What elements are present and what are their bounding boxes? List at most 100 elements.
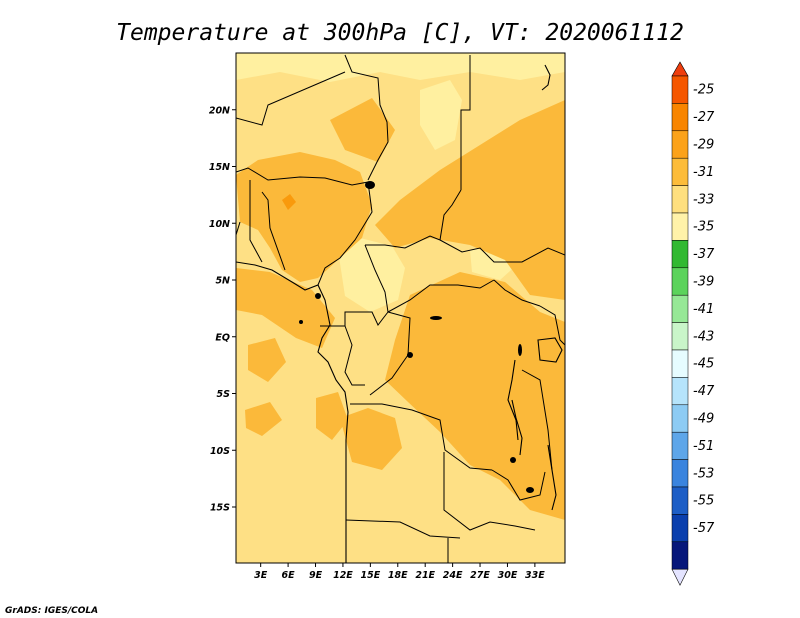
border-cameroon-car xyxy=(364,244,389,313)
legend-label: -27 xyxy=(693,110,715,125)
longitude-axis: 3E 6E 9E 12E 15E 18E 21E 24E 27E 30E 33E xyxy=(254,563,545,581)
plot-title: Temperature at 300hPa [C], VT: 202006111… xyxy=(116,20,684,46)
map-frame xyxy=(235,52,566,564)
border-chad-car xyxy=(365,235,441,249)
coast-lake-malawi xyxy=(547,444,557,511)
lat-tick-label: 15S xyxy=(210,503,230,514)
lon-tick-label: 21E xyxy=(415,570,435,581)
legend-label: -25 xyxy=(693,83,714,98)
lon-tick-label: 12E xyxy=(333,570,353,581)
field-zone-central xyxy=(338,238,405,312)
coastline xyxy=(236,64,563,563)
grads-credit: GrADS: IGES/COLA xyxy=(5,606,98,616)
border-tanzania xyxy=(521,369,553,471)
border-nigeria-cameroon xyxy=(317,181,373,286)
coast-gulf-of-guinea xyxy=(236,261,349,563)
lon-tick-label: 33E xyxy=(525,570,545,581)
legend-label: -47 xyxy=(693,384,715,399)
legend-label: -57 xyxy=(693,521,715,536)
legend-swatch xyxy=(671,267,689,296)
legend-label: -55 xyxy=(693,494,714,509)
legend-swatch xyxy=(671,322,689,351)
border-niger-nigeria xyxy=(236,167,369,186)
latitude-axis: 20N 15N 10N 5N EQ 5S 10S 15S xyxy=(209,105,236,514)
legend-label: -35 xyxy=(693,220,714,235)
legend-swatch xyxy=(671,185,689,214)
lat-tick-label: 10N xyxy=(209,219,230,230)
field-zone-hotspot xyxy=(282,194,296,210)
island-bioko xyxy=(315,293,321,299)
legend-swatch xyxy=(671,294,689,323)
legend-top-arrow xyxy=(671,61,689,77)
legend-label: -49 xyxy=(693,412,714,427)
lake-tumba xyxy=(407,352,413,358)
field-zone-angola xyxy=(340,408,402,470)
border-drc-angola xyxy=(350,403,493,471)
border-drc-zambia xyxy=(491,469,546,501)
legend-swatch xyxy=(671,514,689,543)
lon-tick-label: 27E xyxy=(470,570,490,581)
legend-label: -45 xyxy=(693,357,714,372)
lat-tick-label: 5N xyxy=(215,276,230,287)
border-algeria-libya xyxy=(344,54,389,181)
legend-label: -51 xyxy=(693,439,714,454)
border-niger-mali xyxy=(236,71,346,126)
border-westafrica-3 xyxy=(236,221,241,236)
lake-kivu xyxy=(518,344,522,356)
legend-swatch xyxy=(671,431,689,460)
color-legend: -25 -27 -29 -31 -33 -35 -37 -39 -41 -43 -45 -47 -49 -… xyxy=(671,61,715,586)
lake-bangweulu xyxy=(526,487,534,493)
legend-swatch xyxy=(671,75,689,104)
legend-label: -41 xyxy=(693,302,714,317)
border-chad-sudan xyxy=(439,189,462,241)
coast-east-lakes xyxy=(507,359,519,441)
border-cameroon-gabon xyxy=(320,311,389,327)
coast-lake-victoria xyxy=(537,337,563,363)
legend-swatch xyxy=(671,157,689,186)
lon-tick-label: 3E xyxy=(254,570,268,581)
legend-swatch xyxy=(671,130,689,159)
field-zone-north xyxy=(236,53,565,82)
field-zone-sudan xyxy=(375,100,565,300)
legend-label: -39 xyxy=(693,275,714,290)
legend-label: -43 xyxy=(693,329,714,344)
legend-label: -53 xyxy=(693,466,714,481)
lon-tick-label: 24E xyxy=(443,570,463,581)
legend-swatch xyxy=(671,404,689,433)
lon-tick-label: 30E xyxy=(498,570,518,581)
legend-label: -31 xyxy=(693,165,714,180)
coast-lake-tanganyika xyxy=(511,399,523,456)
border-angola-zambia xyxy=(443,452,536,531)
lakes xyxy=(299,181,534,493)
field-hot-zones xyxy=(282,194,296,210)
field-zone-nigeria xyxy=(236,152,372,282)
map-area xyxy=(236,53,565,563)
border-westafrica-1 xyxy=(249,180,263,263)
island-principe xyxy=(299,320,303,324)
field-zone-west-coast xyxy=(236,268,335,348)
field-zone-congo xyxy=(385,272,565,520)
field-zone-atlantic-patch-2 xyxy=(245,402,282,436)
lat-tick-label: 15N xyxy=(209,162,230,173)
border-southsudan-drc xyxy=(493,279,541,307)
legend-label: -33 xyxy=(693,192,714,207)
field-zone-sahel xyxy=(330,98,395,162)
lake-chad xyxy=(365,181,375,189)
field-zone-atlantic-patch xyxy=(248,338,286,382)
lon-tick-label: 18E xyxy=(388,570,408,581)
lake-mweru xyxy=(510,457,516,463)
legend-swatch xyxy=(671,541,689,570)
country-borders xyxy=(236,54,565,563)
field-zone-coastal-patch xyxy=(316,392,348,440)
legend-swatch xyxy=(671,212,689,241)
border-westafrica-2 xyxy=(261,191,286,271)
legend-bottom-arrow xyxy=(671,568,689,586)
lake-mai-ndombe xyxy=(430,316,442,320)
legend-swatch xyxy=(671,349,689,378)
border-car-drc xyxy=(387,279,495,313)
lat-tick-label: 20N xyxy=(209,105,230,116)
lat-tick-label: 5S xyxy=(217,389,231,400)
field-zone-northeast xyxy=(420,80,462,150)
